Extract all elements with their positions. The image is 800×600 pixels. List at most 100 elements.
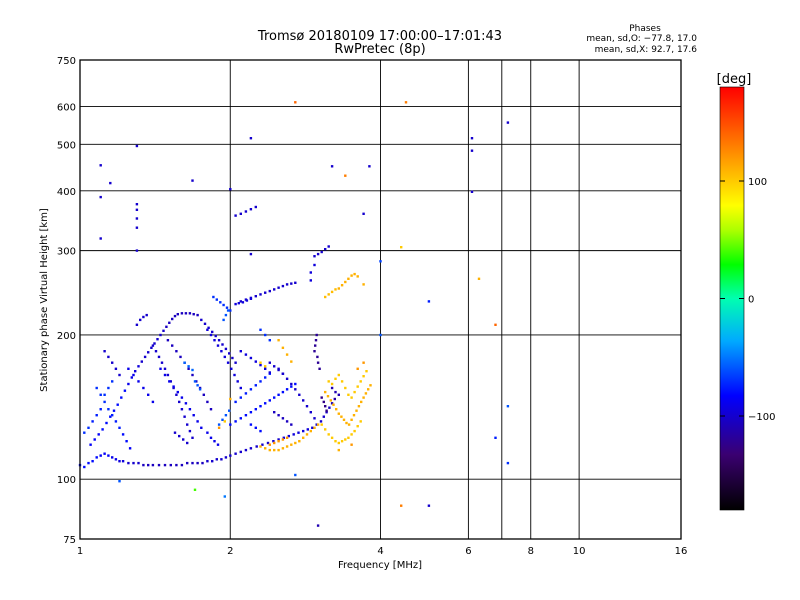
- data-point: [229, 397, 232, 401]
- data-point: [294, 101, 297, 104]
- data-point: [200, 426, 203, 429]
- data-point: [180, 463, 184, 467]
- data-point: [234, 420, 237, 423]
- data-point: [163, 373, 167, 377]
- data-point: [294, 281, 297, 284]
- data-point: [316, 361, 320, 364]
- data-point: [249, 411, 253, 414]
- data-point: [147, 393, 150, 396]
- data-point: [139, 318, 142, 322]
- data-point: [179, 355, 182, 359]
- data-point: [255, 445, 258, 448]
- data-point: [140, 360, 143, 363]
- data-point: [83, 431, 86, 434]
- y-axis-label: Stationary phase Virtual Height [km]: [39, 208, 50, 392]
- data-point: [215, 458, 218, 461]
- data-point: [294, 473, 297, 477]
- y-tick-label: 300: [57, 247, 76, 258]
- data-point: [277, 339, 280, 342]
- data-point: [198, 386, 202, 390]
- plot-area-frame: [79, 59, 682, 540]
- data-point: [187, 365, 190, 368]
- data-point: [302, 436, 305, 439]
- data-point: [273, 365, 276, 368]
- data-point: [224, 456, 228, 459]
- data-point: [206, 431, 209, 434]
- data-point: [268, 443, 271, 446]
- data-point: [298, 393, 301, 396]
- data-point: [285, 377, 289, 380]
- data-point: [309, 279, 312, 282]
- data-point: [281, 372, 285, 375]
- data-point: [268, 371, 271, 374]
- data-point: [118, 426, 121, 429]
- data-point: [241, 301, 245, 304]
- data-point: [245, 299, 249, 302]
- data-point: [254, 205, 257, 209]
- data-point: [107, 408, 110, 411]
- data-point: [277, 286, 280, 289]
- data-point: [223, 420, 226, 423]
- data-point: [160, 361, 164, 364]
- data-point: [201, 461, 204, 465]
- data-point: [268, 448, 271, 452]
- data-point: [259, 293, 262, 296]
- data-point: [216, 443, 220, 446]
- data-point: [173, 314, 177, 318]
- data-point: [223, 355, 226, 359]
- x-tick-label: 8: [528, 546, 534, 557]
- x-tick-label: 2: [227, 546, 233, 557]
- colorbar-label: [deg]: [717, 72, 752, 87]
- data-point: [97, 433, 100, 436]
- data-point: [239, 300, 242, 303]
- data-point: [470, 137, 474, 140]
- data-point: [114, 420, 118, 423]
- data-point: [159, 367, 162, 370]
- data-point: [302, 399, 305, 402]
- data-point: [285, 353, 289, 356]
- data-point: [249, 447, 253, 450]
- data-point: [229, 309, 232, 312]
- data-point: [107, 355, 110, 359]
- data-point: [268, 339, 271, 342]
- data-point: [259, 328, 262, 331]
- data-point: [135, 249, 139, 252]
- data-point: [95, 386, 98, 390]
- data-point: [302, 429, 305, 433]
- data-point: [367, 388, 370, 391]
- chart-subtitle: RwPretec (8p): [334, 42, 425, 57]
- data-point: [470, 149, 474, 152]
- data-point: [105, 421, 108, 425]
- data-point: [362, 212, 365, 215]
- phases-box-line-o: mean, sd,O: −77.8, 17.0: [586, 34, 697, 44]
- data-point: [359, 420, 362, 423]
- data-point: [99, 195, 102, 199]
- data-point: [142, 315, 145, 319]
- data-point: [362, 396, 365, 399]
- data-point: [259, 429, 262, 433]
- data-point: [196, 384, 199, 387]
- data-point: [172, 386, 175, 390]
- data-point: [249, 356, 253, 360]
- data-point: [305, 433, 309, 436]
- data-point: [264, 376, 267, 379]
- data-point: [309, 271, 312, 274]
- y-tick-label: 400: [57, 187, 76, 198]
- data-point: [259, 445, 262, 448]
- data-point: [333, 397, 336, 401]
- data-point: [234, 452, 237, 455]
- data-point: [330, 290, 334, 294]
- data-point: [186, 423, 189, 426]
- data-point: [347, 277, 350, 280]
- data-point: [285, 420, 289, 423]
- data-point: [400, 504, 403, 507]
- chart-title: Tromsø 20180109 17:00:00–17:01:43: [257, 29, 502, 44]
- data-point: [320, 396, 323, 399]
- data-point: [494, 436, 497, 439]
- data-point: [316, 423, 320, 426]
- data-point: [249, 137, 253, 140]
- data-point: [151, 463, 155, 467]
- data-point: [109, 415, 112, 418]
- data-point: [109, 181, 112, 185]
- data-point: [309, 429, 312, 433]
